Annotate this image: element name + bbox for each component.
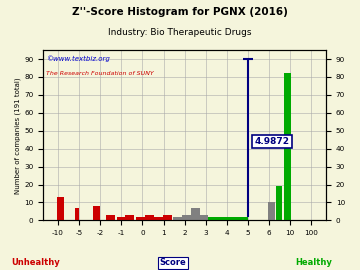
- Bar: [268, 202, 275, 220]
- Bar: [173, 217, 182, 220]
- Bar: [199, 215, 208, 220]
- Bar: [117, 217, 126, 220]
- Text: Industry: Bio Therapeutic Drugs: Industry: Bio Therapeutic Drugs: [108, 28, 252, 37]
- Bar: [163, 215, 172, 220]
- Text: 4.9872: 4.9872: [254, 137, 289, 146]
- Bar: [208, 217, 216, 220]
- Text: Score: Score: [159, 258, 186, 267]
- Bar: [242, 217, 248, 220]
- Bar: [225, 217, 233, 220]
- Bar: [94, 206, 100, 220]
- Bar: [125, 215, 134, 220]
- Bar: [284, 73, 291, 220]
- Bar: [276, 186, 282, 220]
- Text: Healthy: Healthy: [295, 258, 332, 267]
- Bar: [57, 197, 63, 220]
- Text: Z''-Score Histogram for PGNX (2016): Z''-Score Histogram for PGNX (2016): [72, 7, 288, 17]
- Bar: [191, 208, 199, 220]
- Bar: [145, 215, 154, 220]
- Bar: [75, 208, 80, 220]
- Text: Unhealthy: Unhealthy: [12, 258, 60, 267]
- Bar: [183, 215, 191, 220]
- Bar: [154, 217, 163, 220]
- Text: ©www.textbiz.org: ©www.textbiz.org: [46, 55, 110, 62]
- Y-axis label: Number of companies (191 total): Number of companies (191 total): [15, 77, 22, 194]
- Bar: [216, 217, 225, 220]
- Bar: [233, 217, 242, 220]
- Bar: [136, 217, 145, 220]
- Text: The Research Foundation of SUNY: The Research Foundation of SUNY: [46, 70, 154, 76]
- Bar: [107, 215, 115, 220]
